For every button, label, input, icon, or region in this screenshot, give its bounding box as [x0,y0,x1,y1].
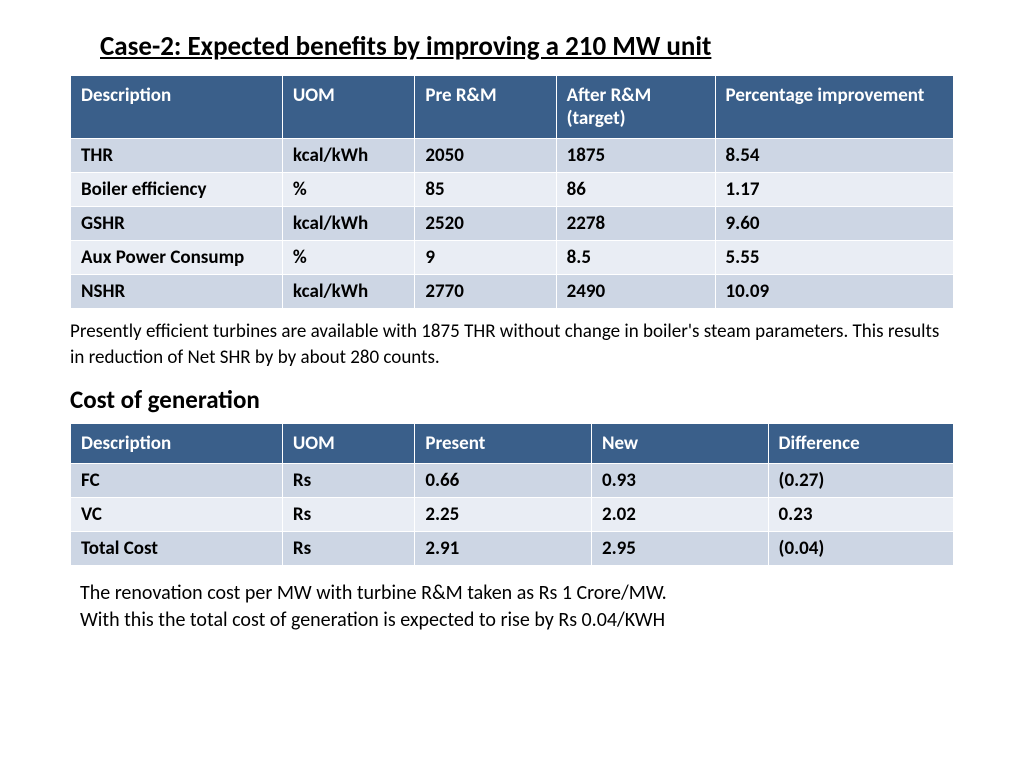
table-cell: 2490 [556,275,715,309]
cost-table: DescriptionUOMPresentNewDifference FCRs0… [70,423,954,566]
table-cell: % [282,241,414,275]
table-row: FCRs0.660.93(0.27) [71,464,954,498]
table-cell: Rs [282,464,414,498]
page-title: Case-2: Expected benefits by improving a… [100,30,954,63]
table-row: Boiler efficiency%85861.17 [71,173,954,207]
column-header: Pre R&M [415,76,556,139]
table-cell: 1875 [556,139,715,173]
table-row: NSHRkcal/kWh2770249010.09 [71,275,954,309]
table-row: GSHRkcal/kWh252022789.60 [71,207,954,241]
table-cell: 5.55 [715,241,953,275]
note-turbines: Presently efficient turbines are availab… [70,319,954,370]
column-header: New [591,424,768,464]
table-cell: 0.66 [415,464,592,498]
table-cell: 9.60 [715,207,953,241]
column-header: After R&M (target) [556,76,715,139]
table-cell: % [282,173,414,207]
column-header: UOM [282,424,414,464]
table-cell: (0.27) [768,464,953,498]
table-cell: THR [71,139,283,173]
benefits-table: DescriptionUOMPre R&MAfter R&M (target)P… [70,75,954,309]
cost-title: Cost of generation [70,384,954,415]
table-cell: (0.04) [768,532,953,566]
table-row: VCRs2.252.020.23 [71,498,954,532]
column-header: Description [71,76,283,139]
note-line-1: The renovation cost per MW with turbine … [80,580,954,607]
table-cell: Aux Power Consump [71,241,283,275]
table-cell: 2.91 [415,532,592,566]
column-header: Percentage improvement [715,76,953,139]
table-cell: 8.5 [556,241,715,275]
column-header: Description [71,424,283,464]
table-cell: 86 [556,173,715,207]
table-cell: 2.02 [591,498,768,532]
table-cell: Total Cost [71,532,283,566]
column-header: UOM [282,76,414,139]
table-cell: Boiler efficiency [71,173,283,207]
table-cell: 9 [415,241,556,275]
table-cell: 2050 [415,139,556,173]
table-cell: Rs [282,532,414,566]
table-cell: NSHR [71,275,283,309]
table-cell: GSHR [71,207,283,241]
table-cell: kcal/kWh [282,139,414,173]
table-cell: 0.23 [768,498,953,532]
table-cell: 85 [415,173,556,207]
table-cell: 1.17 [715,173,953,207]
column-header: Difference [768,424,953,464]
table-cell: 0.93 [591,464,768,498]
table-cell: kcal/kWh [282,207,414,241]
table-cell: 2.95 [591,532,768,566]
table-row: THRkcal/kWh205018758.54 [71,139,954,173]
table-cell: 2770 [415,275,556,309]
table-cell: VC [71,498,283,532]
note-line-2: With this the total cost of generation i… [80,607,954,634]
table-cell: 2.25 [415,498,592,532]
table-cell: kcal/kWh [282,275,414,309]
table-row: Total CostRs2.912.95(0.04) [71,532,954,566]
table-row: Aux Power Consump%98.55.55 [71,241,954,275]
table-cell: 2278 [556,207,715,241]
table-cell: Rs [282,498,414,532]
table-cell: FC [71,464,283,498]
table-cell: 10.09 [715,275,953,309]
table-cell: 2520 [415,207,556,241]
note-renovation: The renovation cost per MW with turbine … [80,580,954,634]
table-cell: 8.54 [715,139,953,173]
column-header: Present [415,424,592,464]
